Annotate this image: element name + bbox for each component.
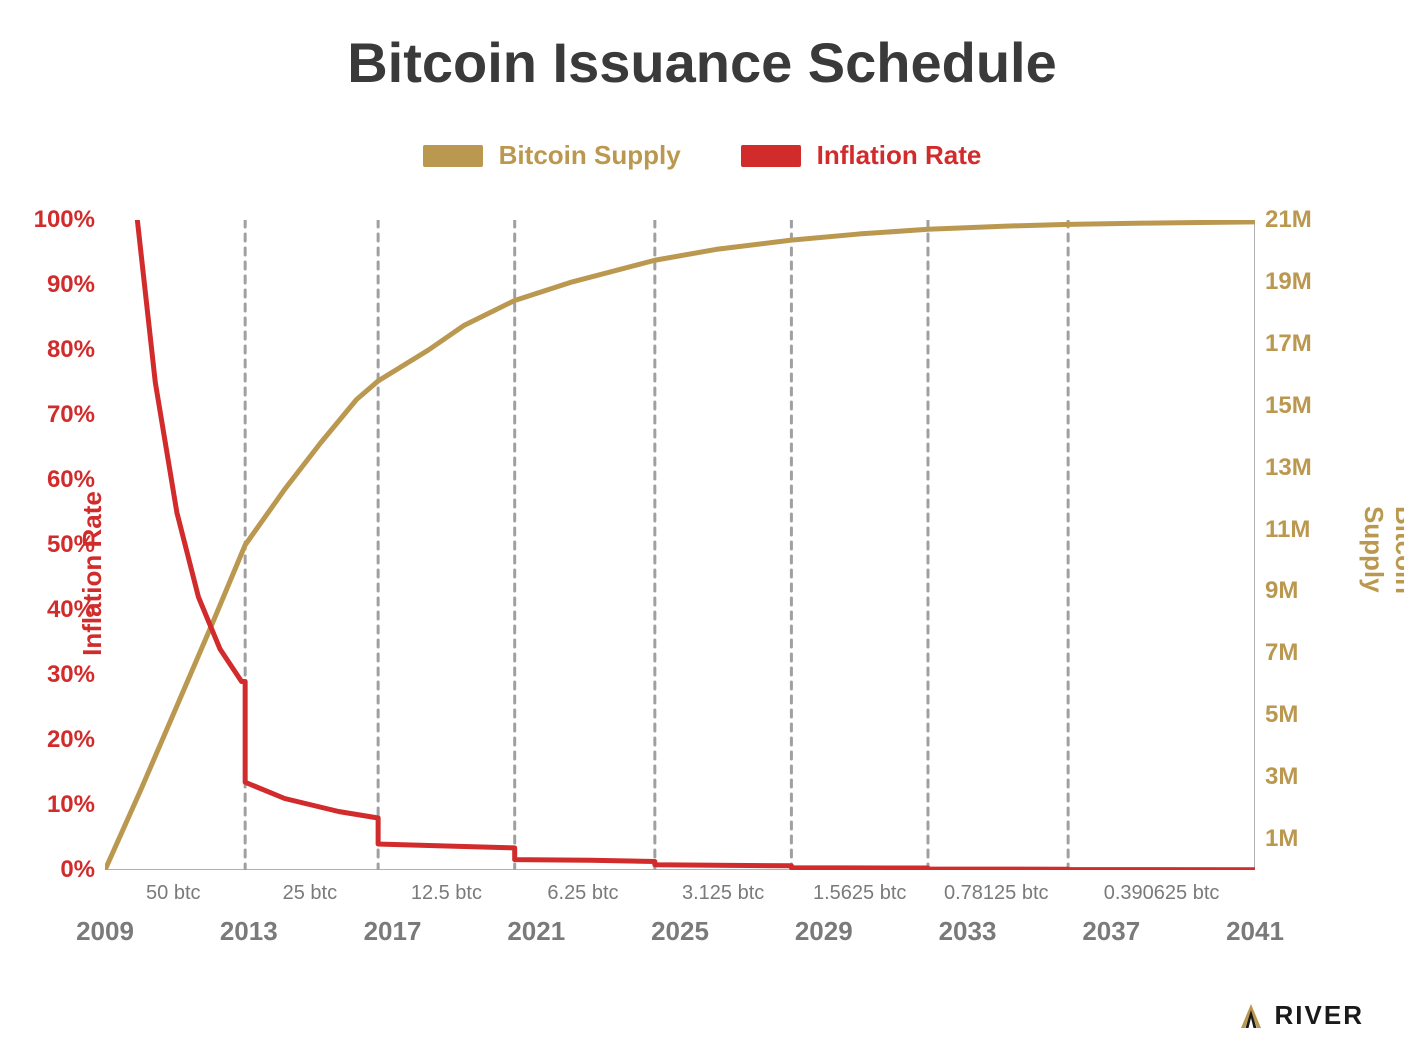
era-label: 6.25 btc: [547, 882, 618, 905]
y-right-tick: 3M: [1265, 763, 1298, 791]
y-left-tick: 60%: [47, 466, 95, 494]
legend-inflation-swatch: [741, 145, 801, 167]
era-label: 0.390625 btc: [1104, 882, 1220, 905]
legend-supply-label: Bitcoin Supply: [499, 140, 681, 171]
y-left-tick: 40%: [47, 596, 95, 624]
y-right-tick: 13M: [1265, 454, 1312, 482]
y-right-tick: 5M: [1265, 701, 1298, 729]
y-right-tick: 7M: [1265, 639, 1298, 667]
y-right-axis-label: Bitcoin Supply: [1358, 506, 1404, 594]
y-left-tick: 70%: [47, 401, 95, 429]
era-label: 0.78125 btc: [944, 882, 1049, 905]
era-label: 25 btc: [283, 882, 337, 905]
y-right-tick: 1M: [1265, 825, 1298, 853]
x-tick: 2029: [795, 916, 853, 947]
x-tick: 2037: [1082, 916, 1140, 947]
legend-supply: Bitcoin Supply: [423, 140, 681, 171]
y-right-tick: 21M: [1265, 206, 1312, 234]
river-icon: [1237, 1002, 1265, 1030]
y-left-tick: 90%: [47, 271, 95, 299]
x-tick: 2033: [939, 916, 997, 947]
y-left-tick: 0%: [60, 856, 95, 884]
legend: Bitcoin Supply Inflation Rate: [0, 140, 1404, 171]
y-right-tick: 19M: [1265, 268, 1312, 296]
era-label: 50 btc: [146, 882, 200, 905]
x-tick: 2009: [76, 916, 134, 947]
x-tick: 2041: [1226, 916, 1284, 947]
chart-figure: Bitcoin Issuance Schedule Bitcoin Supply…: [0, 0, 1404, 1047]
x-tick: 2013: [220, 916, 278, 947]
y-right-tick: 11M: [1265, 516, 1310, 544]
y-left-tick: 100%: [34, 206, 95, 234]
y-right-tick: 17M: [1265, 330, 1312, 358]
brand-logo: RIVER: [1237, 1000, 1364, 1031]
legend-inflation: Inflation Rate: [741, 140, 982, 171]
chart-title: Bitcoin Issuance Schedule: [0, 30, 1404, 95]
x-tick: 2021: [507, 916, 565, 947]
legend-supply-swatch: [423, 145, 483, 167]
x-tick: 2017: [364, 916, 422, 947]
x-tick: 2025: [651, 916, 709, 947]
era-label: 12.5 btc: [411, 882, 482, 905]
y-left-axis-label: Inflation Rate: [77, 491, 108, 656]
legend-inflation-label: Inflation Rate: [817, 140, 982, 171]
y-left-tick: 50%: [47, 531, 95, 559]
era-label: 3.125 btc: [682, 882, 764, 905]
y-left-tick: 80%: [47, 336, 95, 364]
y-left-tick: 30%: [47, 661, 95, 689]
era-label: 1.5625 btc: [813, 882, 906, 905]
brand-text: RIVER: [1275, 1000, 1364, 1031]
y-left-tick: 10%: [47, 791, 95, 819]
y-right-tick: 15M: [1265, 392, 1312, 420]
y-right-tick: 9M: [1265, 577, 1298, 605]
y-left-tick: 20%: [47, 726, 95, 754]
plot-area: [105, 220, 1255, 870]
